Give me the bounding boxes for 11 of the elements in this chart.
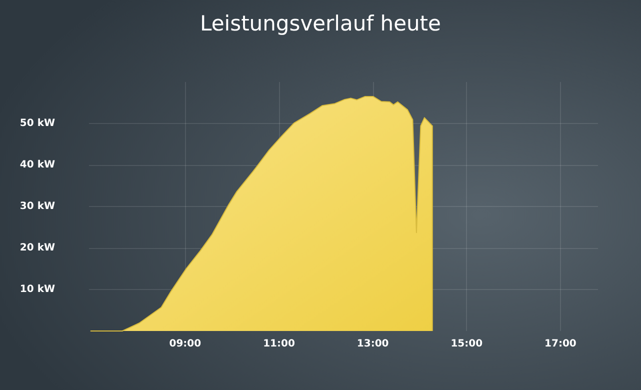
x-tick-label: 11:00 (263, 338, 295, 350)
y-tick-label: 10 kW (20, 284, 55, 295)
y-tick-label: 50 kW (20, 118, 55, 129)
y-tick-label: 20 kW (20, 242, 55, 254)
y-tick-label: 30 kW (20, 201, 55, 212)
x-tick-label: 09:00 (169, 338, 202, 350)
x-tick-label: 13:00 (356, 338, 389, 350)
y-tick-label: 40 kW (20, 160, 55, 170)
x-tick-label: 17:00 (544, 338, 576, 350)
chart-title: Leistungsverlauf heute (200, 12, 441, 36)
x-tick-label: 15:00 (450, 338, 483, 350)
